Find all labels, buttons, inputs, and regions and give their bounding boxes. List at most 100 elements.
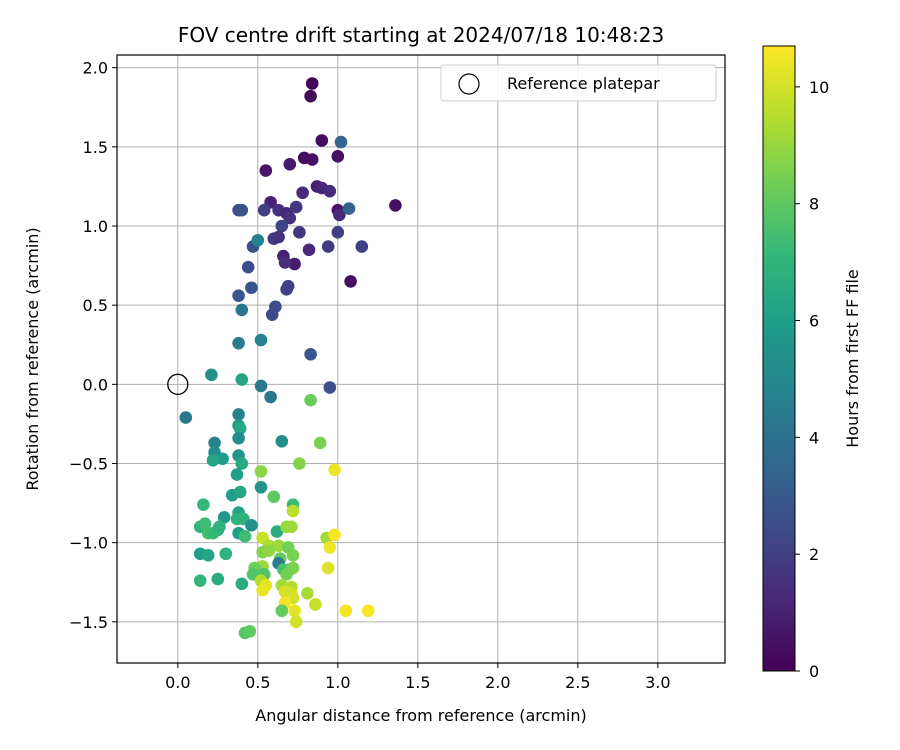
data-point [389, 199, 402, 212]
data-point [251, 233, 265, 247]
data-point [232, 408, 245, 421]
colorbar-gradient [762, 45, 796, 672]
x-tick-label: 0.0 [165, 673, 190, 692]
data-point [219, 547, 233, 561]
data-point [278, 256, 292, 269]
y-tick-label: 1.0 [83, 217, 108, 236]
y-tick-label: −0.5 [69, 455, 108, 474]
data-point [344, 275, 357, 288]
data-point [285, 520, 298, 534]
data-point [193, 574, 207, 587]
plot-frame [116, 54, 726, 664]
data-point [301, 587, 314, 600]
data-point [213, 520, 226, 534]
data-point [257, 203, 271, 217]
data-point [361, 604, 375, 618]
data-point [280, 568, 293, 581]
data-point [235, 373, 249, 386]
data-point [286, 549, 300, 562]
data-point [201, 549, 215, 562]
data-point [254, 480, 268, 494]
y-tick-label: −1.5 [69, 613, 108, 632]
legend-entry: Reference platepar [507, 74, 660, 93]
colorbar-tick-label: 0 [809, 662, 819, 681]
data-point [286, 504, 300, 518]
y-tick-label: 0.5 [83, 296, 108, 315]
data-point [216, 452, 229, 466]
data-point [355, 240, 369, 253]
data-point [289, 615, 303, 629]
data-point [259, 164, 273, 177]
data-point [198, 517, 212, 530]
data-point [323, 381, 337, 394]
colorbar-tick-label: 4 [809, 428, 819, 447]
data-point [238, 530, 252, 543]
data-point [272, 230, 285, 244]
data-point [206, 454, 220, 467]
y-axis-ticks: −1.5 −1.0 −0.5 0.0 0.5 1.0 1.5 2.0 [69, 59, 117, 632]
data-point [283, 157, 297, 171]
data-point [270, 525, 284, 538]
data-point [333, 208, 346, 222]
x-tick-label: 3.0 [645, 673, 670, 692]
data-point [321, 561, 335, 575]
reference-point-circle-icon [167, 373, 189, 395]
data-point [230, 512, 244, 526]
data-point [233, 422, 247, 435]
data-point [280, 283, 293, 296]
colorbar-tick-label: 2 [809, 545, 819, 564]
data-point [211, 572, 225, 586]
data-points [179, 77, 402, 640]
data-point [288, 604, 301, 618]
data-point [304, 347, 317, 361]
data-point [254, 465, 268, 478]
data-point [288, 257, 301, 271]
data-point [217, 511, 231, 524]
colorbar-tick-label: 6 [809, 312, 819, 331]
x-tick-label: 0.5 [245, 673, 270, 692]
data-point [265, 308, 279, 321]
data-point [205, 368, 218, 382]
data-point [321, 240, 335, 253]
data-point [339, 604, 353, 618]
data-point [309, 598, 322, 611]
reference-marker [167, 373, 189, 395]
data-point [267, 490, 281, 504]
data-point [315, 134, 329, 147]
data-point [235, 203, 249, 217]
y-axis-label: Rotation from reference (arcmin) [23, 227, 42, 490]
data-point [254, 333, 268, 347]
data-point [264, 390, 277, 404]
legend-marker-circle-icon [458, 73, 480, 95]
data-point [323, 184, 337, 198]
colorbar-tick-label: 10 [809, 78, 829, 97]
data-point [342, 202, 356, 215]
data-point [241, 260, 255, 274]
colorbar-ticks: 0 2 4 6 8 10 [795, 78, 829, 681]
y-tick-label: −1.0 [69, 534, 108, 553]
data-point [275, 604, 289, 618]
data-point [197, 498, 210, 511]
data-point [305, 153, 319, 166]
colorbar-tick-label: 8 [809, 195, 819, 214]
x-tick-label: 1.5 [405, 673, 430, 692]
data-point [272, 539, 285, 553]
data-point [254, 379, 268, 393]
chart-title: FOV centre drift starting at 2024/07/18 … [178, 23, 664, 47]
data-point [262, 544, 276, 557]
data-point [233, 485, 247, 499]
colorbar-label: Hours from first FF file [843, 269, 862, 448]
data-point [313, 436, 327, 450]
data-point [289, 200, 303, 214]
data-point [323, 541, 337, 554]
data-point [331, 150, 345, 163]
x-tick-label: 1.0 [325, 673, 350, 692]
data-point [328, 528, 341, 542]
legend: Reference platepar [440, 64, 717, 102]
data-point [208, 436, 221, 450]
data-point [232, 289, 245, 302]
x-tick-label: 2.5 [565, 673, 590, 692]
data-point [296, 186, 309, 200]
data-point [304, 393, 317, 407]
